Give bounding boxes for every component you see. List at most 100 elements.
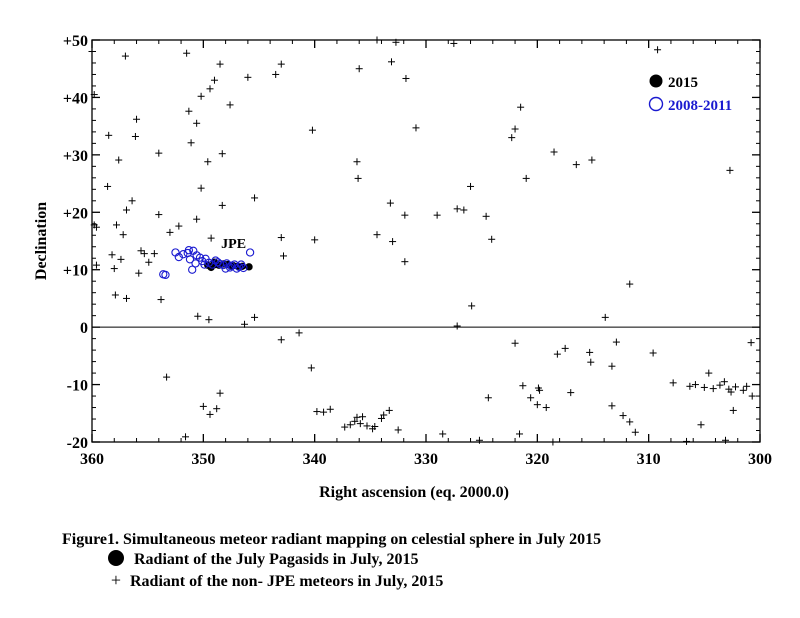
meteor-radiant-plus	[320, 408, 328, 416]
meteor-radiant-plus	[88, 47, 96, 55]
plus-icon: +	[110, 570, 122, 590]
radiant-open-circle	[200, 260, 209, 269]
meteor-radiant-plus	[389, 238, 397, 246]
meteor-radiant-plus	[705, 369, 713, 377]
meteor-radiant-plus	[726, 166, 734, 174]
meteor-radiant-plus	[210, 76, 218, 84]
meteor-radiant-plus	[354, 174, 362, 182]
meteor-radiant-plus	[353, 413, 361, 421]
meteor-radiant-plus	[111, 291, 119, 299]
radiant-open-circle	[179, 250, 188, 259]
meteor-radiant-plus	[402, 74, 410, 82]
x-tick-label: 360	[80, 451, 104, 468]
meteor-radiant-plus	[272, 70, 280, 78]
y-tick-label: -20	[67, 435, 88, 452]
meteor-radiant-plus	[522, 174, 530, 182]
meteor-radiant-plus	[587, 358, 595, 366]
figure-caption: Figure1. Simultaneous meteor radiant map…	[62, 530, 782, 590]
meteor-radiant-plus	[626, 280, 634, 288]
meteor-radiant-plus	[669, 379, 677, 387]
meteor-radiant-plus	[187, 139, 195, 147]
meteor-radiant-plus	[691, 381, 699, 389]
series-non-jpe-meteors	[88, 36, 756, 446]
x-tick-label: 310	[637, 451, 661, 468]
meteor-radiant-plus	[453, 205, 461, 213]
meteor-radiant-plus	[373, 231, 381, 239]
meteor-radiant-plus	[508, 134, 516, 142]
meteor-radiant-plus	[277, 336, 285, 344]
meteor-radiant-plus	[183, 49, 191, 57]
meteor-radiant-plus	[511, 339, 519, 347]
meteor-radiant-plus	[351, 417, 359, 425]
meteor-radiant-plus	[218, 150, 226, 158]
caption-title: Figure1. Simultaneous meteor radiant map…	[62, 531, 602, 548]
meteor-radiant-plus	[608, 362, 616, 370]
meteor-radiant-plus	[572, 161, 580, 169]
y-tick-label: -10	[67, 378, 88, 395]
meteor-radiant-plus	[482, 212, 490, 220]
meteor-radiant-plus	[549, 438, 557, 446]
meteor-radiant-plus	[311, 236, 319, 244]
meteor-radiant-plus	[626, 418, 634, 426]
meteor-radiant-plus	[550, 148, 558, 156]
meteor-radiant-plus	[700, 383, 708, 391]
meteor-radiant-plus	[207, 234, 215, 242]
meteor-radiant-plus	[163, 373, 171, 381]
radiant-open-circle	[184, 246, 194, 255]
meteor-radiant-plus	[92, 261, 100, 269]
meteor-radiant-plus	[729, 406, 737, 414]
meteor-radiant-plus	[534, 384, 542, 392]
caption-line-non-jpe: + Radiant of the non- JPE meteors in July…	[62, 570, 782, 590]
meteor-radiant-plus	[743, 382, 751, 390]
meteor-radiant-plus	[732, 383, 740, 391]
meteor-radiant-plus	[105, 131, 113, 139]
meteor-radiant-plus	[468, 302, 476, 310]
radiant-open-circle	[221, 264, 230, 273]
meteor-radiant-plus	[194, 312, 202, 320]
meteor-radiant-plus	[206, 410, 214, 418]
meteor-radiant-plus	[631, 428, 639, 436]
meteor-radiant-plus	[727, 388, 735, 396]
meteor-radiant-plus	[145, 258, 153, 266]
meteor-radiant-plus	[197, 92, 205, 100]
meteor-radiant-plus	[553, 350, 561, 358]
meteor-radiant-plus	[123, 294, 131, 302]
meteor-radiant-plus	[747, 339, 755, 347]
meteor-radiant-plus	[716, 381, 724, 389]
meteor-radiant-plus	[313, 408, 321, 416]
meteor-radiant-plus	[308, 126, 316, 134]
y-tick-label: +40	[63, 90, 88, 107]
x-tick-label: 340	[303, 451, 327, 468]
meteor-radiant-plus	[373, 36, 381, 44]
meteor-radiant-plus	[104, 182, 112, 190]
x-tick-label: 350	[191, 451, 215, 468]
meteor-radiant-plus	[517, 103, 525, 111]
meteor-radiant-plus	[533, 401, 541, 409]
y-tick-label: +20	[63, 205, 88, 222]
meteor-radiant-plus	[307, 364, 315, 372]
meteor-radiant-plus	[401, 258, 409, 266]
meteor-radiant-plus	[739, 386, 747, 394]
legend-marker-2008-2011	[648, 96, 664, 112]
plot-frame	[91, 39, 761, 443]
meteor-radiant-plus	[205, 316, 213, 324]
meteor-radiant-plus	[392, 38, 400, 46]
meteor-radiant-plus	[380, 411, 388, 419]
meteor-radiant-plus	[193, 215, 201, 223]
meteor-radiant-plus	[619, 412, 627, 420]
meteor-radiant-plus	[277, 234, 285, 242]
meteor-radiant-plus	[450, 39, 458, 47]
meteor-radiant-plus	[683, 437, 691, 445]
meteor-radiant-plus	[612, 338, 620, 346]
meteor-radiant-plus	[346, 421, 354, 429]
meteor-radiant-plus	[326, 405, 334, 413]
meteor-radiant-plus	[353, 158, 361, 166]
meteor-radiant-plus	[709, 385, 717, 393]
meteor-radiant-plus	[251, 313, 259, 321]
meteor-radiant-plus	[226, 101, 234, 109]
meteor-radiant-plus	[453, 322, 461, 330]
meteor-radiant-plus	[511, 125, 519, 133]
meteor-radiant-plus	[112, 221, 120, 229]
radiant-open-circle	[234, 262, 244, 271]
axes: 360 350 340 330 320 310 300 +50 +40 +30 +20 +10 0 -10…	[63, 33, 772, 468]
